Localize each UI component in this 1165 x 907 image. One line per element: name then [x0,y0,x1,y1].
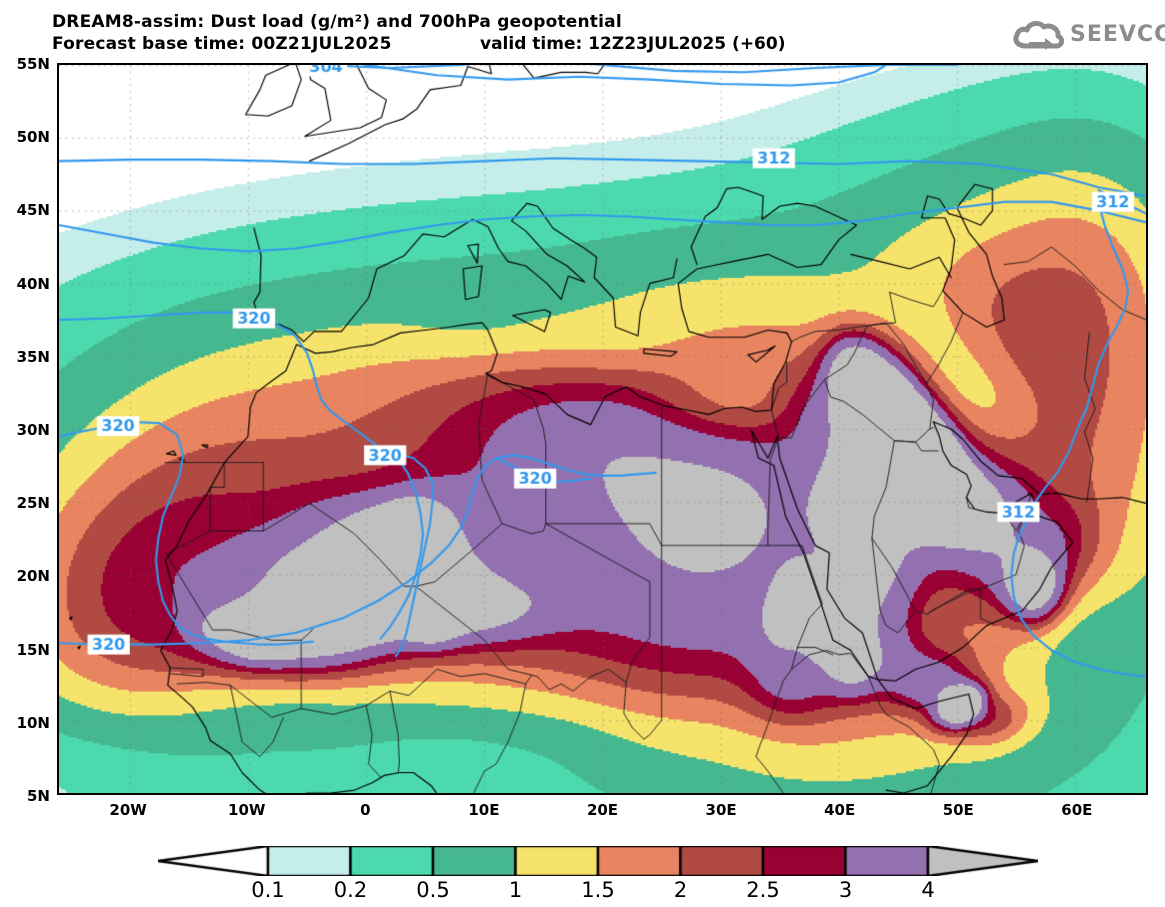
valid-time-label: valid time: 12Z23JUL2025 (+60) [480,34,786,54]
x-tick-label: 0 [360,801,371,819]
y-tick-label: 55N [16,55,50,73]
colorbar-tick-label: 0.5 [416,878,450,902]
colorbar-legend: 0.1 0.2 0.5 1 1.5 2 2.5 3 4 [0,838,1165,907]
x-tick-label: 60E [1061,801,1093,819]
x-tick-label: 10W [228,801,266,819]
x-tick-label: 10E [468,801,500,819]
x-tick-label: 50E [942,801,974,819]
colorbar-tick-label: 4 [921,878,935,902]
y-tick-label: 40N [16,274,50,293]
colorbar-tick-label: 3 [838,878,853,902]
x-tick-label: 40E [824,801,856,819]
y-tick-label: 50N [16,128,50,147]
cloud-arrow-icon [1013,20,1065,50]
x-tick-label: 20E [586,801,619,819]
seevccc-logo: SEEVCCC [1012,18,1165,54]
y-tick-label: 25N [16,494,50,513]
y-tick-label: 10N [16,713,50,732]
colorbar-tick-label: 1 [508,878,523,902]
map-plot-area[interactable] [57,63,1148,795]
colorbar-tick-label: 0.2 [333,878,368,902]
colorbar-tick-label: 1.5 [581,878,615,902]
y-tick-label: 15N [16,640,50,659]
chart-header: DREAM8-assim: Dust load (g/m²) and 700hP… [0,0,1165,60]
forecast-base-time-label: Forecast base time: 00Z21JUL2025 [52,34,392,54]
colorbar-tick-label: 2.5 [746,878,780,902]
y-tick-label: 45N [16,201,50,220]
x-tick-label: 20W [109,801,147,819]
page-title: DREAM8-assim: Dust load (g/m²) and 700hP… [52,12,622,32]
logo-text: SEEVCCC [1070,22,1165,47]
y-tick-label: 35N [16,347,50,366]
y-tick-label: 5N [27,787,50,805]
y-tick-label: 20N [16,567,50,586]
dust-load-map-canvas [59,65,1146,793]
x-tick-label: 30E [705,801,737,819]
colorbar-tick-label: 0.1 [251,878,285,902]
colorbar-tick-label: 2 [673,878,688,902]
colorbar-swatches [158,846,1038,876]
y-tick-label: 30N [16,421,50,439]
